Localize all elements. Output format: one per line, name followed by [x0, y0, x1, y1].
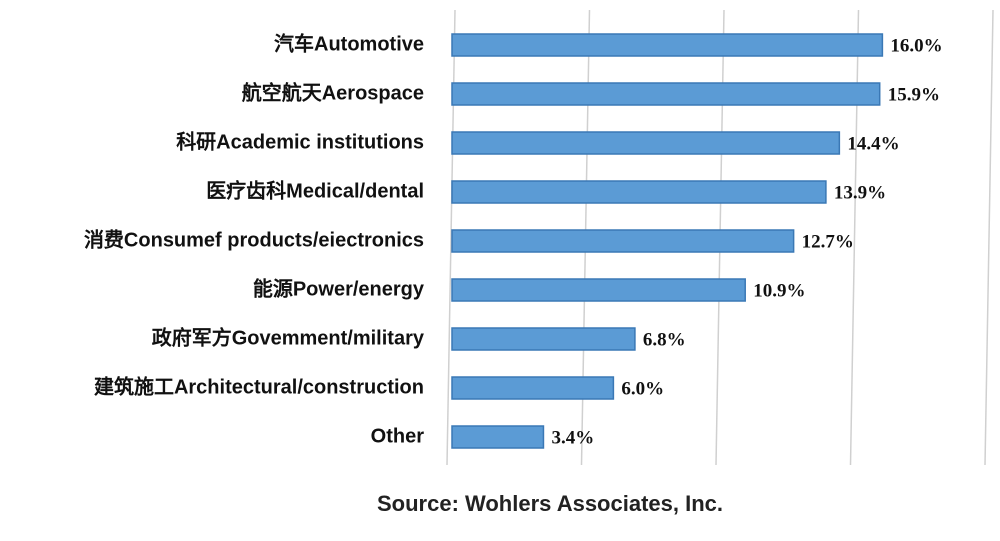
- value-label: 14.4%: [847, 133, 899, 154]
- bar: [451, 376, 615, 400]
- grid-line: [984, 9, 994, 466]
- value-label: 6.8%: [643, 329, 686, 350]
- category-label: 能源Power/energy: [253, 276, 425, 300]
- value-label: 16.0%: [890, 35, 942, 56]
- category-label: 科研Academic institutions: [176, 129, 424, 153]
- category-label: 消费Consumef products/eiectronics: [84, 227, 424, 251]
- value-label: 15.9%: [888, 84, 940, 105]
- value-label: 3.4%: [551, 427, 594, 448]
- value-label: 10.9%: [753, 280, 805, 301]
- bar: [451, 425, 545, 449]
- bar: [451, 229, 795, 253]
- value-label: 6.0%: [621, 378, 664, 399]
- category-label: Other: [371, 425, 425, 447]
- bar: [451, 82, 881, 106]
- category-label: 航空航天Aerospace: [242, 80, 424, 104]
- bar: [451, 278, 746, 302]
- category-label: 汽车Automotive: [274, 31, 424, 55]
- category-label: 政府军方Govemment/military: [152, 325, 425, 349]
- source-note: Source: Wohlers Associates, Inc.: [377, 491, 723, 516]
- bar: [451, 327, 636, 351]
- bar: [451, 180, 827, 204]
- bar: [451, 131, 841, 155]
- category-label: 建筑施工Architectural/construction: [94, 374, 424, 398]
- bar: [451, 33, 884, 57]
- category-label: 医疗齿科Medical/dental: [206, 178, 424, 202]
- value-label: 13.9%: [834, 182, 886, 203]
- value-label: 12.7%: [802, 231, 854, 252]
